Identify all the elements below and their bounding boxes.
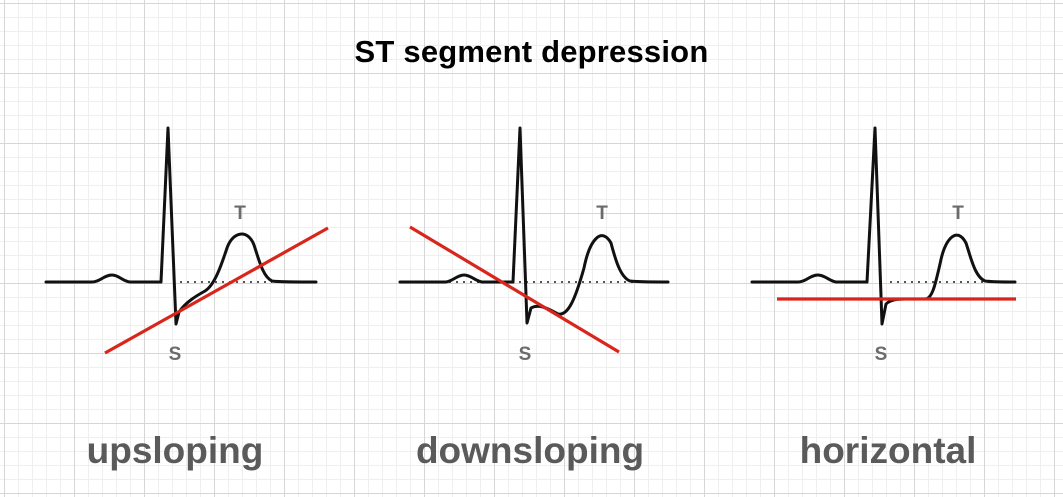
panel-upsloping: T S upsloping [44, 126, 329, 471]
s-wave-label: S [519, 344, 532, 365]
caption-downsloping: downsloping [416, 430, 644, 471]
s-wave-label: S [875, 344, 888, 365]
panel-horizontal: T S horizontal [750, 126, 1017, 471]
t-wave-label: T [952, 203, 964, 224]
ecg-waveform [44, 126, 318, 326]
t-wave-label: T [234, 203, 246, 224]
caption-upsloping: upsloping [87, 430, 264, 471]
st-slope-line [409, 225, 620, 354]
panel-downsloping: T S downsloping [398, 126, 670, 471]
s-wave-label: S [169, 344, 182, 365]
ecg-waveform [398, 126, 670, 325]
diagram-title: ST segment depression [354, 34, 709, 69]
st-slope-line [104, 226, 329, 355]
ecg-waveform [750, 126, 1017, 326]
t-wave-label: T [596, 203, 608, 224]
caption-horizontal: horizontal [800, 430, 977, 471]
